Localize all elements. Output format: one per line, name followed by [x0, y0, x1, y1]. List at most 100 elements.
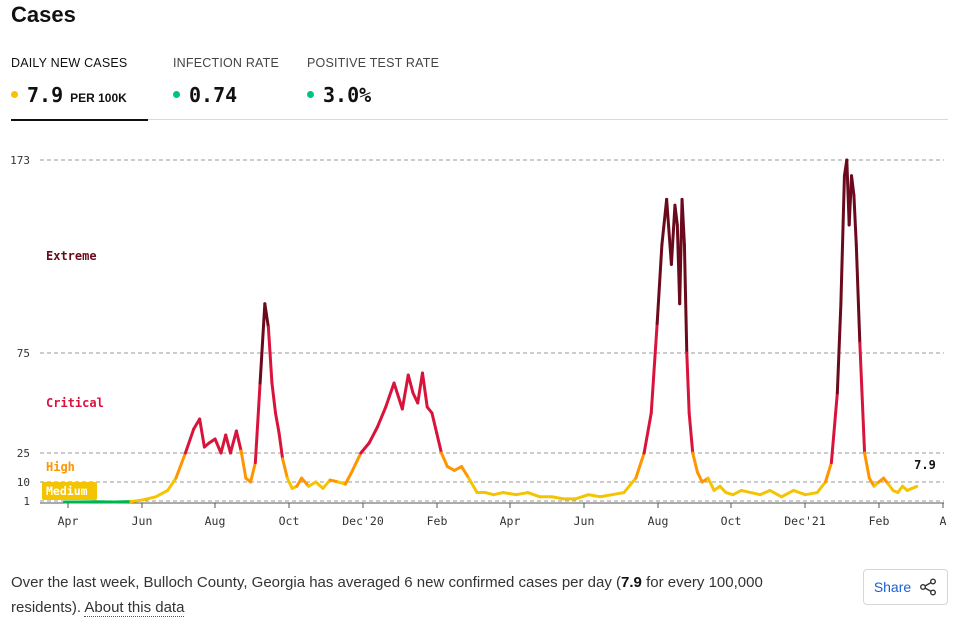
line-segment	[174, 451, 187, 480]
tab-label: POSITIVE TEST RATE	[307, 56, 440, 70]
line-segment	[815, 480, 827, 495]
line-segment	[300, 476, 311, 488]
line-segment	[687, 411, 695, 455]
line-segment	[166, 476, 178, 492]
tab-label: DAILY NEW CASES	[11, 56, 128, 70]
line-segment	[768, 488, 784, 499]
line-segment	[695, 470, 704, 484]
x-tick-labels: Apr Jun Aug Oct Dec'20 Feb Apr Jun Aug Oct Dec'21 F…	[58, 503, 947, 528]
tab-value: 3.0%	[323, 83, 372, 107]
line-segment	[839, 174, 846, 306]
line-segment	[758, 488, 772, 497]
y-tick-label: 10	[17, 476, 30, 489]
tab-value: 0.74	[189, 83, 238, 107]
line-segment	[739, 488, 753, 495]
x-tick-label: Aug	[648, 514, 669, 528]
line-segment	[219, 433, 228, 455]
line-segment	[910, 484, 919, 490]
line-segment	[375, 405, 388, 429]
line-segment	[791, 488, 807, 497]
line-segment	[154, 488, 170, 499]
line-segment	[685, 351, 691, 415]
line-segment	[835, 302, 843, 395]
x-tick-label: Feb	[427, 514, 448, 528]
line-segment	[460, 465, 471, 480]
tab-positive-test-rate[interactable]: POSITIVE TEST RATE 3.0%	[307, 56, 447, 120]
line-segment	[850, 174, 856, 197]
page-title: Cases	[11, 2, 76, 27]
line-segment	[367, 425, 379, 445]
line-segment	[266, 325, 274, 385]
line-segment	[852, 193, 858, 247]
tab-label: INFECTION RATE	[173, 56, 280, 70]
y-tick-labels: 1 10 25 75 173	[10, 154, 30, 508]
tab-daily-new-cases[interactable]: DAILY NEW CASES 7.9 PER 100K	[11, 56, 148, 121]
daily-cases-chart: 1 10 25 75 173 Extreme Critical High Medium Apr…	[10, 154, 947, 528]
line-segment	[492, 491, 505, 497]
line-segment	[550, 495, 566, 501]
line-segment	[803, 491, 819, 497]
summary-text-before: Over the last week, Bulloch County, Geor…	[11, 574, 622, 591]
line-segment	[406, 373, 415, 395]
line-segment	[392, 381, 404, 411]
line-segment	[224, 433, 232, 455]
line-segment	[642, 411, 653, 455]
line-segment	[228, 429, 238, 455]
line-segment	[141, 495, 158, 502]
line-segment	[198, 417, 206, 449]
chart-grid	[40, 159, 944, 504]
line-segment	[183, 427, 196, 455]
risk-level-labels: Extreme Critical High Medium	[42, 249, 104, 500]
line-segment	[384, 381, 396, 409]
line-segment	[680, 197, 686, 247]
line-segment	[673, 203, 679, 227]
x-tick-label: A	[940, 514, 947, 528]
last-value-label: 7.9	[914, 458, 936, 472]
line-segment	[854, 243, 862, 345]
x-tick-label: Apr	[58, 514, 79, 528]
line-segment	[277, 431, 285, 461]
line-segment	[467, 476, 479, 495]
line-segment	[213, 437, 223, 455]
line-segment	[400, 373, 410, 411]
line-segment	[610, 491, 626, 497]
line-segment	[829, 391, 839, 465]
line-segment	[682, 243, 689, 355]
line-segment	[239, 449, 248, 480]
line-segment	[258, 302, 267, 385]
line-segment	[435, 431, 443, 455]
tab-infection-rate[interactable]: INFECTION RATE 0.74	[173, 56, 288, 120]
line-segment	[649, 321, 659, 415]
line-segment	[270, 381, 278, 415]
about-data-link[interactable]: About this data	[84, 599, 185, 617]
line-segment	[691, 451, 699, 474]
line-segment	[863, 451, 871, 480]
summary-text: Over the last week, Bulloch County, Geor…	[11, 570, 801, 620]
line-segment	[359, 441, 371, 455]
line-segment	[439, 451, 449, 469]
tab-value: 7.9	[27, 83, 64, 107]
x-tick-label: Jun	[574, 514, 595, 528]
line-segment	[314, 480, 325, 490]
medium-label-bg	[42, 482, 97, 500]
line-segment	[514, 491, 530, 497]
line-segment	[586, 493, 602, 499]
line-segment	[430, 411, 439, 435]
summary-bold-value: 7.9	[621, 574, 642, 591]
x-tick-label: Dec'21	[784, 514, 826, 528]
line-segment	[573, 493, 590, 501]
cases-line	[63, 158, 919, 504]
x-tick-label: Dec'20	[342, 514, 384, 528]
share-icon	[920, 578, 937, 596]
x-tick-label: Aug	[205, 514, 226, 528]
line-segment	[780, 488, 795, 499]
line-segment	[526, 491, 542, 499]
line-segment	[253, 381, 262, 465]
line-segment	[655, 243, 664, 325]
summary-text-after: for every 100,000 residents).	[11, 574, 763, 616]
line-segment	[343, 468, 355, 486]
line-segment	[823, 461, 833, 484]
line-segment	[858, 341, 867, 455]
share-button[interactable]: Share	[863, 569, 948, 605]
risk-label-medium: Medium	[46, 484, 88, 498]
